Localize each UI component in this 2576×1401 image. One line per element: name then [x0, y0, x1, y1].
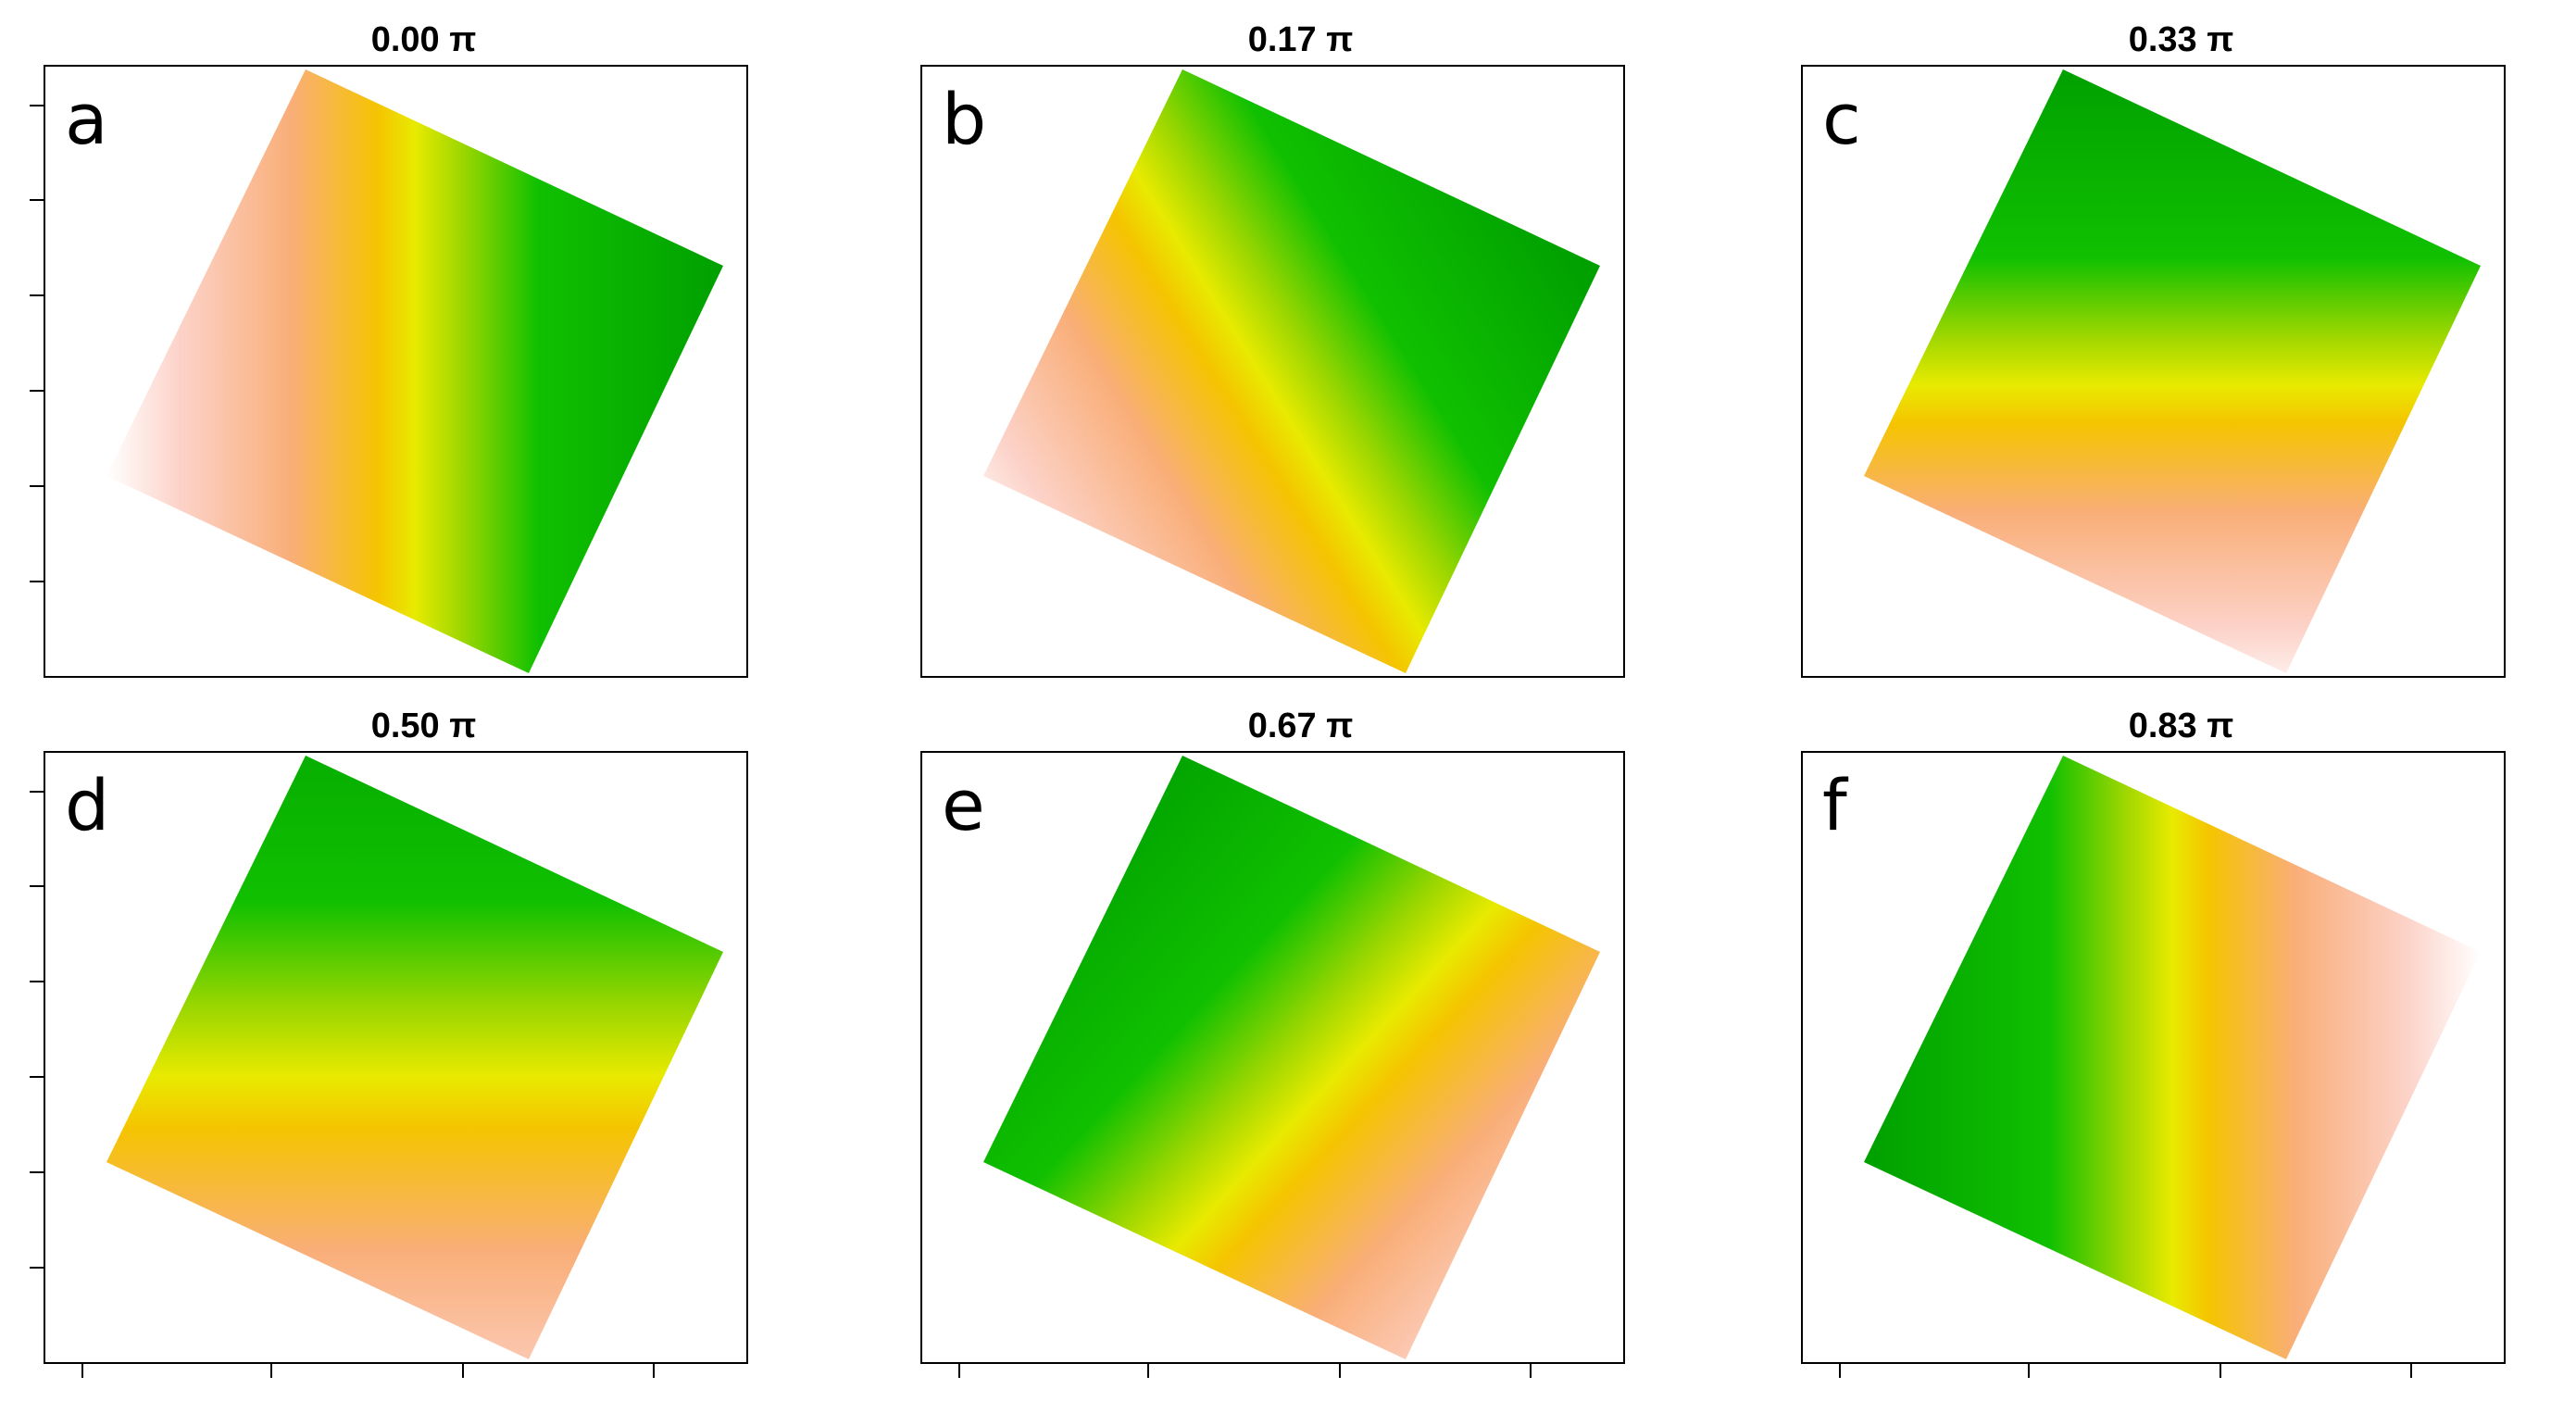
panel: 0.33 π c [1801, 20, 2506, 678]
panel: 0.17 π b [920, 20, 1625, 678]
panel-frame [44, 751, 748, 1364]
gradient-square [983, 69, 1600, 673]
panel-frame [1801, 65, 2506, 678]
panel-title: 0.50 π [371, 707, 477, 745]
panel-title: 0.00 π [371, 20, 477, 59]
panel-label: e [942, 764, 985, 846]
panel-title: 0.33 π [2129, 20, 2234, 59]
panel: 0.50 π d [30, 707, 748, 1378]
panel-label: a [65, 78, 108, 160]
panel-frame [44, 65, 748, 678]
panel-frame [1801, 751, 2506, 1364]
panel: 0.67 π e [920, 707, 1625, 1378]
gradient-square [106, 69, 723, 673]
gradient-square [1864, 69, 2481, 673]
panel: 0.83 π f [1801, 707, 2506, 1378]
gradient-square [1864, 756, 2481, 1359]
panel-title: 0.83 π [2129, 707, 2234, 745]
panel-title: 0.17 π [1248, 20, 1354, 59]
panel-label: d [65, 764, 109, 846]
panel-frame [920, 65, 1625, 678]
gradient-square [106, 756, 723, 1359]
gradient-square [983, 756, 1600, 1359]
panel-title: 0.67 π [1248, 707, 1354, 745]
panel-label: f [1822, 764, 1849, 846]
panel-frame [920, 751, 1625, 1364]
panel: 0.00 π a [30, 20, 748, 678]
panel-label: c [1822, 78, 1861, 160]
panel-label: b [942, 78, 986, 160]
